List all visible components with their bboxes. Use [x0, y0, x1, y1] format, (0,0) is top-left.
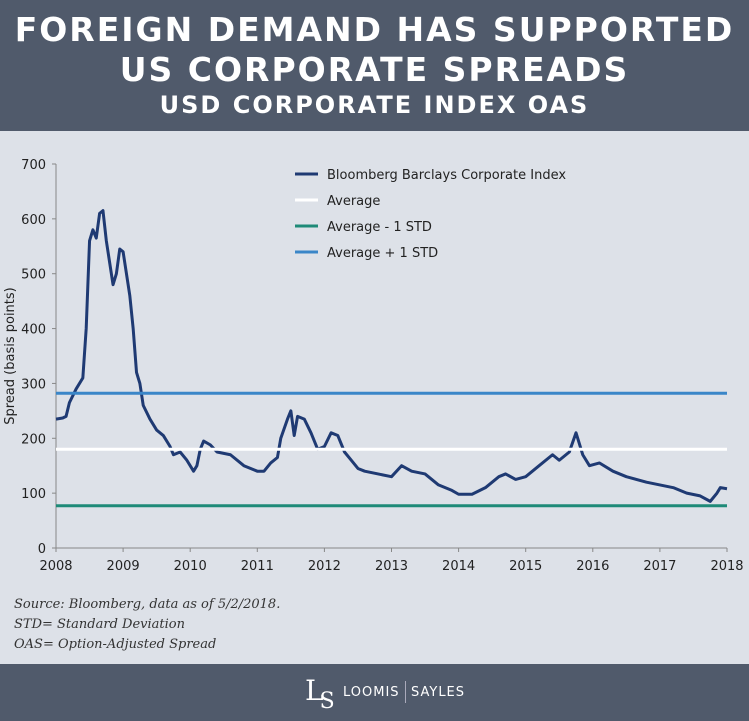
- header: FOREIGN DEMAND HAS SUPPORTED US CORPORAT…: [0, 0, 749, 131]
- x-tick-label: 2010: [174, 559, 207, 574]
- x-tick-label: 2008: [39, 559, 72, 574]
- y-tick-label: 700: [21, 158, 46, 173]
- legend-label: Average + 1 STD: [327, 246, 438, 261]
- x-tick-label: 2014: [442, 559, 475, 574]
- x-tick-label: 2012: [308, 559, 341, 574]
- title-line-1: FOREIGN DEMAND HAS SUPPORTED: [14, 10, 735, 49]
- brand-left: LOOMIS: [343, 685, 400, 700]
- legend-label: Average - 1 STD: [327, 220, 432, 235]
- title-line-2: US CORPORATE SPREADS: [119, 50, 630, 89]
- brand-right: SAYLES: [411, 685, 466, 700]
- y-tick-label: 100: [21, 487, 46, 502]
- loomis-sayles-logo: LS: [305, 674, 335, 714]
- x-tick-label: 2011: [241, 559, 274, 574]
- y-tick-label: 200: [21, 432, 46, 447]
- x-tick-label: 2017: [643, 559, 676, 574]
- x-tick-label: 2016: [576, 559, 609, 574]
- x-tick-label: 2009: [107, 559, 140, 574]
- y-tick-label: 500: [21, 268, 46, 283]
- x-tick-label: 2015: [509, 559, 542, 574]
- brand-divider: [405, 681, 406, 703]
- oas-note: OAS= Option-Adjusted Spread: [14, 637, 217, 652]
- footer: LS LOOMIS SAYLES: [0, 664, 749, 721]
- y-axis-label: Spread (basis points): [3, 287, 18, 425]
- std-note: STD= Standard Deviation: [14, 617, 185, 632]
- x-tick-label: 2013: [375, 559, 408, 574]
- y-tick-label: 0: [38, 542, 46, 557]
- subtitle: USD CORPORATE INDEX OAS: [159, 91, 590, 119]
- y-tick-label: 300: [21, 377, 46, 392]
- x-tick-label: 2018: [710, 559, 743, 574]
- source-note: Source: Bloomberg, data as of 5/2/2018.: [14, 597, 281, 612]
- legend-label: Bloomberg Barclays Corporate Index: [327, 168, 566, 183]
- chart: 0 100 200 300 400 500 600 700 2008 2009 2010 2011 20…: [3, 158, 744, 574]
- y-tick-label: 600: [21, 213, 46, 228]
- legend-label: Average: [327, 194, 380, 209]
- y-tick-label: 400: [21, 323, 46, 338]
